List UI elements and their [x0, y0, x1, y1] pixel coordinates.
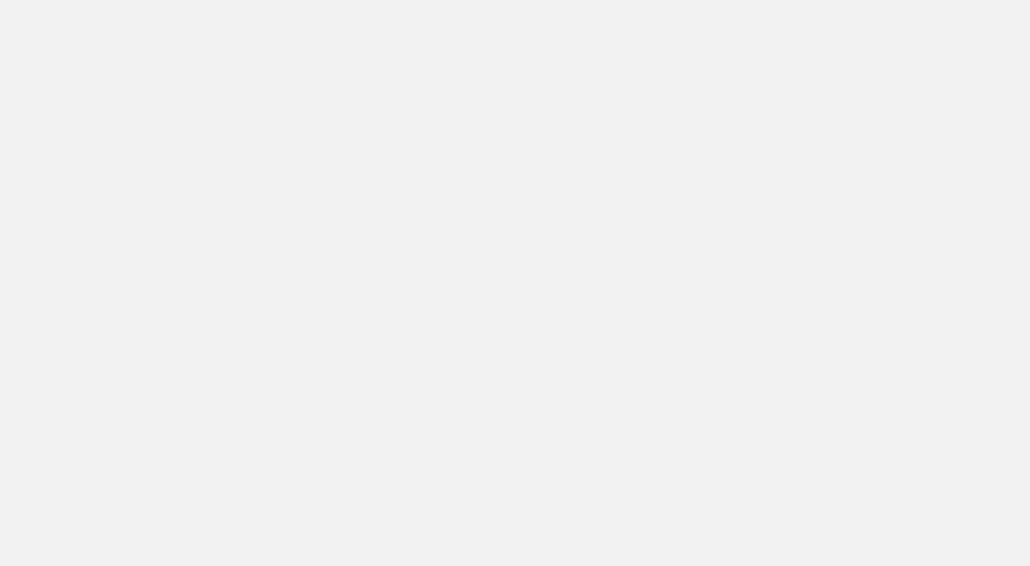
legend-item-top10	[50, 487, 182, 514]
red-line-swatch-icon	[50, 497, 128, 505]
legend-item-bottom50	[50, 541, 182, 566]
legend	[50, 487, 182, 566]
orange-line-swatch-icon	[50, 524, 128, 532]
legend-swatch-middle40	[50, 524, 128, 532]
legend-item-middle40	[50, 514, 182, 541]
legend-swatch-top10	[50, 497, 128, 505]
